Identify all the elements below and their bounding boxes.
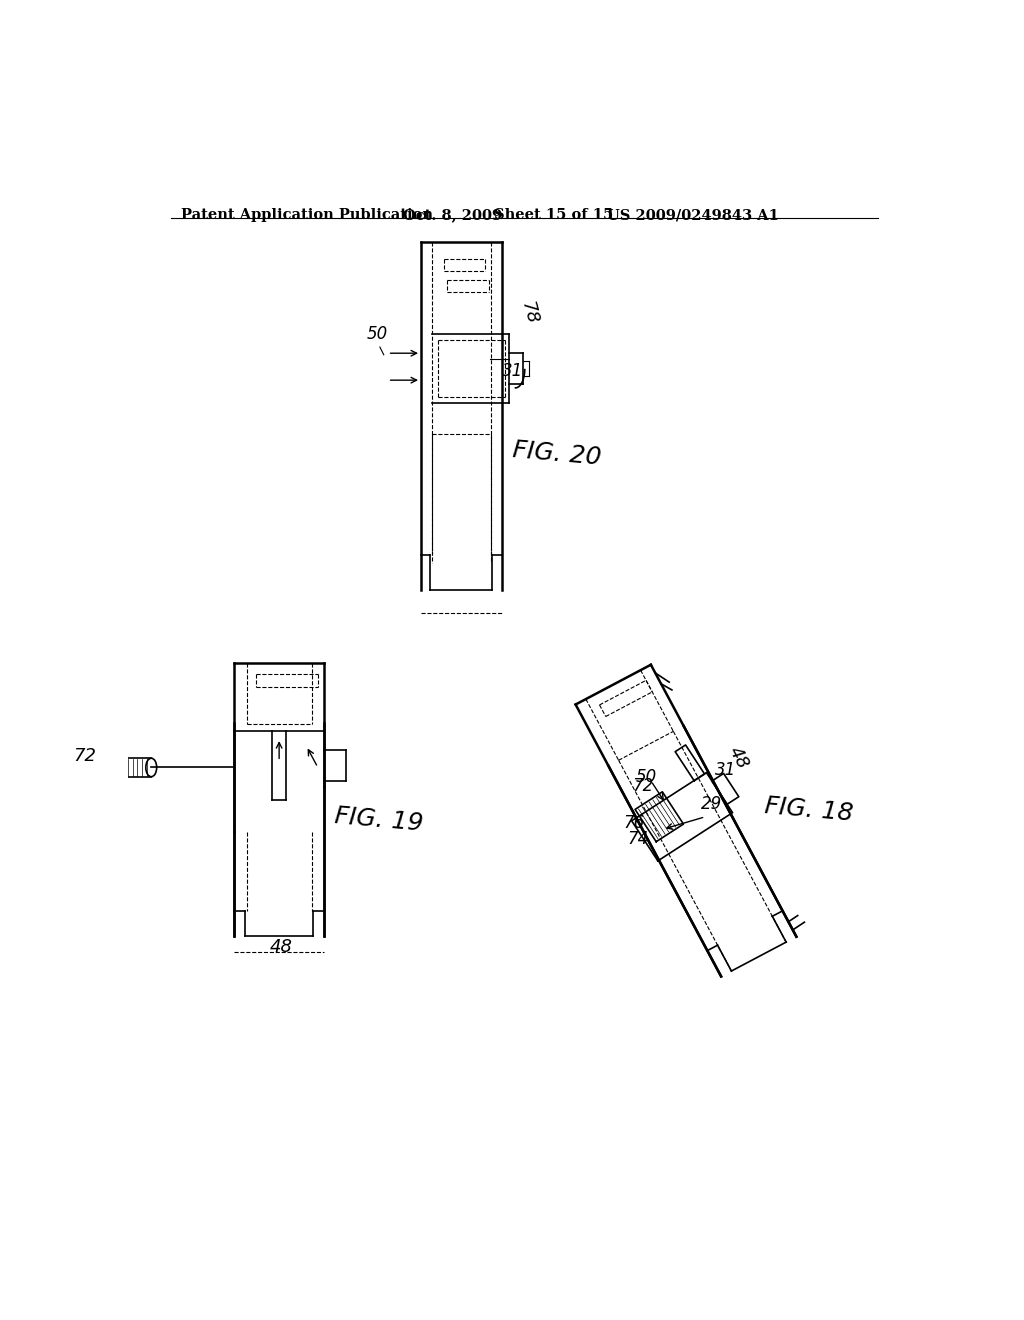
Text: FIG. 20: FIG. 20	[512, 438, 602, 470]
Text: 31: 31	[502, 362, 523, 380]
Text: 29: 29	[700, 796, 722, 813]
Text: 31: 31	[715, 762, 736, 779]
Bar	[97, 758, 152, 776]
Text: FIG. 18: FIG. 18	[764, 793, 854, 825]
Ellipse shape	[91, 756, 102, 779]
Text: 50: 50	[367, 325, 388, 343]
Text: 48: 48	[270, 937, 293, 956]
Text: Oct. 8, 2009: Oct. 8, 2009	[403, 209, 502, 223]
Text: 72: 72	[633, 777, 654, 795]
Text: Patent Application Publication: Patent Application Publication	[180, 209, 433, 223]
Text: 48: 48	[726, 743, 753, 772]
Text: FIG. 19: FIG. 19	[334, 804, 424, 836]
Text: 72: 72	[74, 747, 96, 766]
Ellipse shape	[145, 758, 157, 776]
Text: 76: 76	[624, 814, 644, 833]
Text: 74: 74	[627, 829, 648, 847]
Text: 78: 78	[517, 300, 541, 326]
Text: Sheet 15 of 15: Sheet 15 of 15	[494, 209, 613, 223]
Text: 50: 50	[636, 768, 656, 785]
Text: US 2009/0249843 A1: US 2009/0249843 A1	[607, 209, 779, 223]
